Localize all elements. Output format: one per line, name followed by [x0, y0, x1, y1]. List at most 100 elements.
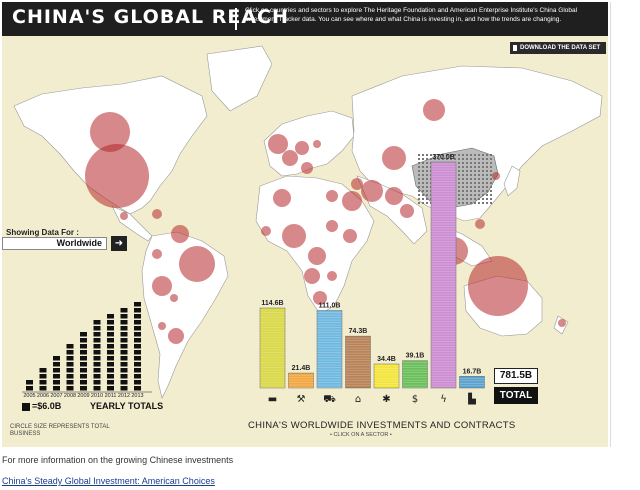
- wheat-icon[interactable]: ✱: [382, 394, 390, 405]
- china-dot: [466, 178, 468, 180]
- circle-zambia[interactable]: [327, 271, 337, 281]
- region-greenland[interactable]: [206, 45, 273, 112]
- circle-philippines[interactable]: [475, 219, 485, 229]
- circle-algeria[interactable]: [273, 189, 291, 207]
- pickaxe-icon[interactable]: ⚒: [297, 394, 306, 405]
- year-stack-unit: [134, 380, 141, 385]
- circle-canada[interactable]: [90, 112, 130, 152]
- china-dot: [470, 198, 472, 200]
- china-dot: [458, 182, 460, 184]
- sector-bar[interactable]: [402, 360, 428, 389]
- house-icon[interactable]: ⌂: [355, 394, 361, 405]
- circle-russia[interactable]: [423, 99, 445, 121]
- year-stack-unit: [134, 374, 141, 379]
- circle-peru[interactable]: [152, 276, 172, 296]
- year-stack-unit: [66, 362, 74, 367]
- china-dot: [478, 198, 480, 200]
- circle-italy[interactable]: [301, 162, 313, 174]
- sector-bars-chart[interactable]: 114.6B ▬ 21.4B ⚒ 111.0B ⛟ 74.3B ⌂ 34.4B ✱ 39.1B $37…: [259, 154, 485, 405]
- circle-poland[interactable]: [313, 140, 321, 148]
- circle-congo[interactable]: [308, 247, 326, 265]
- circle-france[interactable]: [282, 150, 298, 166]
- china-dot: [422, 170, 424, 172]
- truck-icon[interactable]: ⛟: [323, 394, 336, 405]
- sector-bar-lightning[interactable]: 370.0B ϟ: [430, 154, 457, 405]
- circle-angola[interactable]: [304, 268, 320, 284]
- china-dot: [482, 194, 484, 196]
- sector-bar[interactable]: [430, 161, 457, 389]
- circle-iran[interactable]: [361, 180, 383, 202]
- circle-west-africa[interactable]: [261, 226, 271, 236]
- circle-korea[interactable]: [492, 172, 500, 180]
- sector-bar[interactable]: [373, 363, 400, 389]
- circle-sudan[interactable]: [326, 220, 338, 232]
- circle-new-zealand[interactable]: [558, 319, 566, 327]
- china-dot: [430, 158, 432, 160]
- region-japan[interactable]: [503, 165, 521, 197]
- circle-bolivia[interactable]: [170, 294, 178, 302]
- circle-india[interactable]: [400, 204, 414, 218]
- sector-bar[interactable]: [345, 335, 371, 389]
- china-dot: [462, 170, 464, 172]
- circle-ecuador[interactable]: [152, 249, 162, 259]
- circle-usa[interactable]: [85, 144, 149, 208]
- sector-bar[interactable]: [259, 307, 286, 389]
- car-icon[interactable]: ▬: [268, 394, 277, 405]
- region-select[interactable]: Worldwide: [2, 237, 107, 250]
- investment-circles[interactable]: [85, 99, 566, 344]
- year-stack-unit: [120, 338, 128, 343]
- china-dot: [478, 194, 480, 196]
- download-data-button[interactable]: DOWNLOAD THE DATA SET: [510, 42, 606, 54]
- circle-germany[interactable]: [295, 141, 309, 155]
- circle-australia[interactable]: [468, 256, 528, 316]
- china-dot: [418, 170, 420, 172]
- circle-argentina[interactable]: [168, 328, 184, 344]
- sector-bar-house[interactable]: 74.3B ⌂: [345, 328, 371, 405]
- sector-bar[interactable]: [288, 372, 314, 389]
- sector-bar-dollar[interactable]: 39.1B $: [402, 353, 428, 405]
- year-stack-unit: [107, 338, 114, 343]
- circle-uk[interactable]: [268, 134, 288, 154]
- footer-link[interactable]: China's Steady Global Investment: Americ…: [2, 476, 215, 486]
- sector-bar-car[interactable]: 114.6B ▬: [259, 300, 286, 405]
- china-dot: [458, 202, 460, 204]
- year-stack-unit: [93, 368, 101, 373]
- china-dot: [422, 194, 424, 196]
- china-dot: [486, 178, 488, 180]
- circle-iraq[interactable]: [351, 178, 363, 190]
- circle-brazil[interactable]: [179, 246, 215, 282]
- china-dot: [482, 202, 484, 204]
- year-stack-unit: [53, 386, 60, 391]
- china-dot: [482, 190, 484, 192]
- sector-bar[interactable]: [459, 376, 485, 389]
- sector-bar-truck[interactable]: 111.0B ⛟: [316, 303, 343, 405]
- selector-label: Showing Data For :: [6, 228, 79, 237]
- circle-kazakhstan[interactable]: [382, 146, 406, 170]
- factory-icon[interactable]: ▙: [467, 392, 476, 405]
- year-stack-unit: [80, 374, 87, 379]
- circle-venezuela[interactable]: [171, 225, 189, 243]
- circle-south-africa[interactable]: [313, 291, 327, 305]
- lightning-icon[interactable]: ϟ: [440, 394, 447, 405]
- circle-saudi[interactable]: [342, 191, 362, 211]
- circle-mexico[interactable]: [120, 212, 128, 220]
- arrow-right-icon[interactable]: ➜: [111, 236, 127, 251]
- dollar-icon[interactable]: $: [412, 394, 418, 405]
- circle-pakistan[interactable]: [385, 187, 403, 205]
- year-stack-unit: [107, 368, 114, 373]
- circle-chile[interactable]: [158, 322, 166, 330]
- china-dot: [422, 190, 424, 192]
- sector-bar-factory[interactable]: 16.7B ▙: [459, 368, 485, 405]
- circle-ethiopia[interactable]: [343, 229, 357, 243]
- circle-caribbean[interactable]: [152, 209, 162, 219]
- region-africa[interactable]: [255, 175, 375, 315]
- year-stack-unit: [39, 380, 47, 385]
- sector-bar[interactable]: [316, 310, 343, 389]
- sector-bar-wheat[interactable]: 34.4B ✱: [373, 356, 400, 405]
- circle-egypt[interactable]: [326, 190, 338, 202]
- circle-nigeria[interactable]: [282, 224, 306, 248]
- world-map-svg[interactable]: 2005 2006 2007 2008 2009 2010 2011 2012 2013 114…: [2, 36, 608, 447]
- china-dot: [490, 182, 492, 184]
- china-dot: [462, 158, 464, 160]
- sector-bar-pickaxe[interactable]: 21.4B ⚒: [288, 365, 314, 405]
